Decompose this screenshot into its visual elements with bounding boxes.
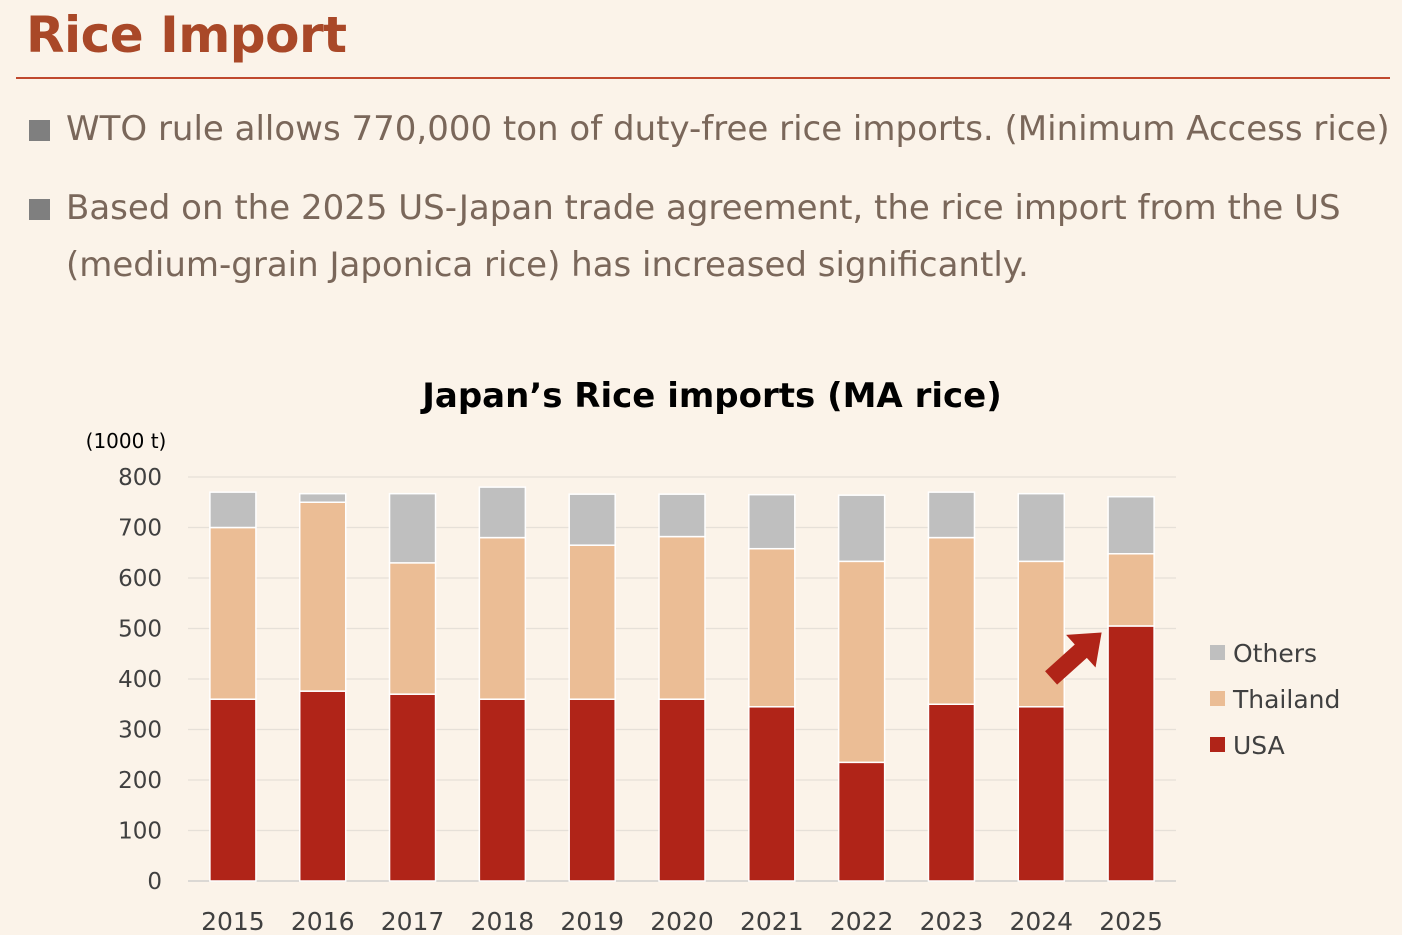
bullet-square-icon xyxy=(29,199,50,220)
bar-stack xyxy=(568,493,616,882)
chart-title: Japan’s Rice imports (MA rice) xyxy=(420,376,1002,416)
y-axis-unit-label: (1000 t) xyxy=(86,429,167,453)
bullet-item: Based on the 2025 US-Japan trade agreeme… xyxy=(29,180,1389,294)
bullet-text: WTO rule allows 770,000 ton of duty-free… xyxy=(66,109,1390,149)
bar-segment-others xyxy=(568,493,616,546)
bar-segment-others xyxy=(658,493,706,538)
x-tick-label: 2024 xyxy=(1009,907,1073,935)
bar-stack xyxy=(209,491,257,882)
chart-legend: Others Thailand USA xyxy=(1210,639,1340,760)
bar-segment-thailand xyxy=(837,560,886,764)
bar-stack xyxy=(1017,492,1066,882)
bar-stack xyxy=(658,493,706,882)
bar-segment-usa xyxy=(478,698,527,882)
bar-segment-usa xyxy=(1017,706,1066,882)
bar-segment-thailand xyxy=(748,547,796,708)
bar-segment-usa xyxy=(658,698,706,882)
bar-stack xyxy=(478,486,527,882)
x-axis-ticks: 2015 2016 2017 2018 2019 2020 2021 2022 2023 2024… xyxy=(201,907,1163,935)
bullet-square-icon xyxy=(29,120,50,141)
bar-stack xyxy=(748,493,796,882)
bar-segment-others xyxy=(927,491,976,539)
y-tick-label: 300 xyxy=(118,718,162,744)
bar-segment-others xyxy=(388,492,437,564)
y-tick-label: 100 xyxy=(118,819,162,845)
y-tick-label: 800 xyxy=(118,465,162,491)
bar-segment-thailand xyxy=(298,501,347,692)
y-tick-label: 200 xyxy=(118,768,162,794)
y-tick-label: 700 xyxy=(118,516,162,542)
title-divider xyxy=(16,77,1390,79)
bar-stack xyxy=(837,494,886,882)
arrow-polygon xyxy=(1045,632,1102,685)
bar-stacks xyxy=(209,486,1155,882)
x-tick-label: 2019 xyxy=(560,907,624,935)
bar-segment-others xyxy=(209,491,257,529)
bar-segment-thailand xyxy=(1107,553,1155,627)
y-tick-label: 600 xyxy=(118,566,162,592)
x-tick-label: 2017 xyxy=(381,907,445,935)
bar-stack xyxy=(927,491,976,882)
y-tick-label: 400 xyxy=(118,667,162,693)
bullet-text: Based on the 2025 US-Japan trade agreeme… xyxy=(66,188,1341,285)
x-tick-label: 2022 xyxy=(830,907,894,935)
bar-segment-usa xyxy=(568,698,616,882)
bar-segment-others xyxy=(1107,495,1155,555)
bar-stack xyxy=(298,492,347,882)
bar-stack xyxy=(1107,495,1155,882)
arrow-shape xyxy=(1045,632,1102,685)
page-title: Rice Import xyxy=(26,6,347,64)
bar-segment-usa xyxy=(927,703,976,882)
legend-swatch xyxy=(1210,737,1225,752)
legend-swatch xyxy=(1210,691,1225,706)
stacked-bar-chart: Japan’s Rice imports (MA rice) (1000 t) … xyxy=(86,376,1341,935)
bar-segment-usa xyxy=(1107,625,1155,882)
bar-segment-others xyxy=(748,493,796,550)
x-tick-label: 2021 xyxy=(740,907,804,935)
bar-segment-others xyxy=(478,486,527,539)
y-tick-label: 0 xyxy=(147,869,162,895)
bar-segment-usa xyxy=(837,761,886,882)
legend-swatch xyxy=(1210,645,1225,660)
bar-segment-thailand xyxy=(568,544,616,700)
bar-segment-others xyxy=(837,494,886,563)
bar-segment-thailand xyxy=(658,535,706,700)
bar-segment-thailand xyxy=(1017,560,1066,708)
bar-segment-thailand xyxy=(927,536,976,705)
y-axis-ticks: 0 100 200 300 400 500 600 700 800 xyxy=(118,465,162,895)
bar-segment-usa xyxy=(298,690,347,882)
legend-label: Thailand xyxy=(1232,685,1340,714)
legend-label: USA xyxy=(1233,731,1285,760)
y-tick-label: 500 xyxy=(118,617,162,643)
bar-segment-others xyxy=(1017,492,1066,563)
bar-segment-usa xyxy=(209,698,257,882)
bar-segment-thailand xyxy=(209,526,257,700)
bar-segment-usa xyxy=(388,693,437,882)
x-tick-label: 2023 xyxy=(920,907,984,935)
bar-segment-others xyxy=(298,492,347,503)
x-tick-label: 2018 xyxy=(471,907,535,935)
bullet-item: WTO rule allows 770,000 ton of duty-free… xyxy=(29,101,1390,158)
bar-stack xyxy=(388,492,437,882)
x-tick-label: 2016 xyxy=(291,907,355,935)
bar-segment-thailand xyxy=(478,536,527,700)
x-tick-label: 2020 xyxy=(650,907,714,935)
x-tick-label: 2015 xyxy=(201,907,265,935)
legend-label: Others xyxy=(1233,639,1317,668)
bar-segment-thailand xyxy=(388,562,437,695)
increase-arrow xyxy=(1045,632,1102,685)
x-tick-label: 2025 xyxy=(1099,907,1163,935)
bar-segment-usa xyxy=(748,706,796,882)
